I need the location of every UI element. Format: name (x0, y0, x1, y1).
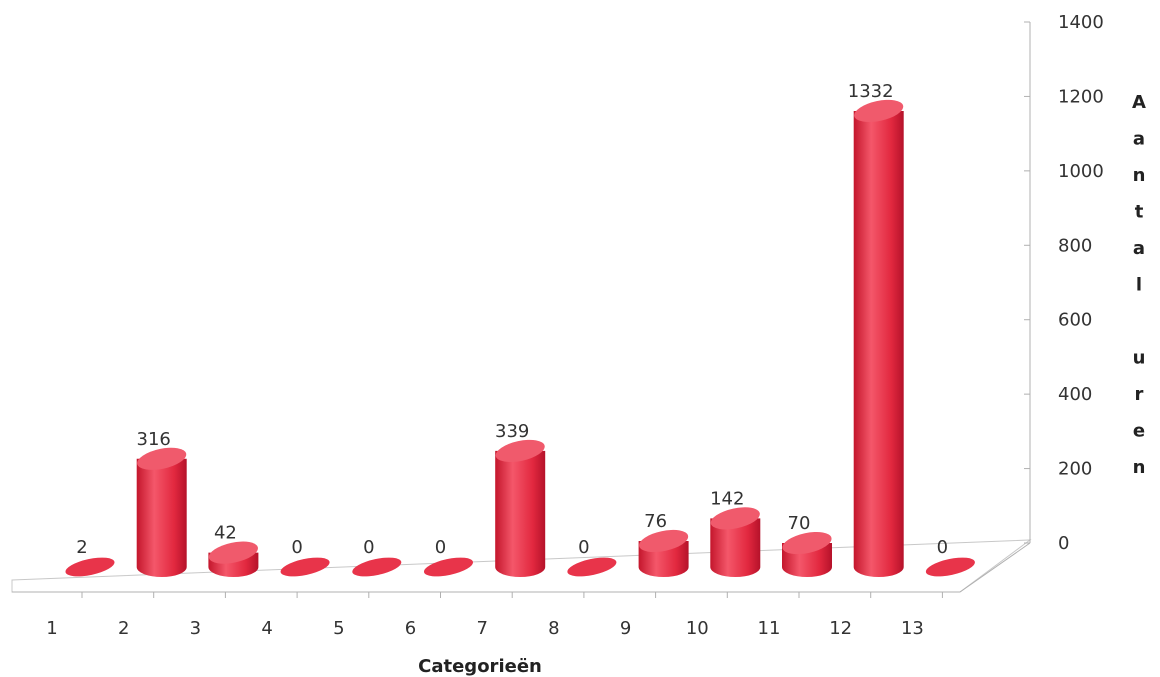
y-tick-label: 600 (1058, 310, 1092, 331)
y-title-letter: n (1133, 165, 1146, 186)
data-label: 142 (710, 488, 744, 509)
bar-13 (925, 557, 975, 577)
x-tick-label: 8 (548, 618, 559, 639)
bar-12 (853, 99, 904, 578)
x-axis: 1 2 3 4 5 6 7 8 9 10 11 12 13 (46, 592, 943, 639)
y-axis: 0 200 400 600 800 1000 1200 1400 (1024, 12, 1104, 554)
x-tick-label: 6 (405, 618, 416, 639)
y-tick-label: 0 (1058, 533, 1069, 554)
data-label: 0 (291, 537, 302, 558)
bar-body (853, 110, 904, 578)
x-tick-label: 2 (118, 618, 129, 639)
bar-flat (65, 557, 115, 577)
y-tick-label: 200 (1058, 459, 1092, 480)
y-tick-label: 1000 (1058, 161, 1104, 182)
bar-flat (925, 557, 975, 577)
bar-top (854, 99, 904, 123)
x-tick-label: 7 (476, 618, 487, 639)
data-label: 2 (76, 537, 87, 558)
x-tick-label: 3 (190, 618, 201, 639)
data-label: 42 (214, 523, 237, 544)
bar-body (136, 458, 187, 577)
bar-2 (136, 447, 187, 577)
bar-top (208, 541, 258, 564)
data-label: 0 (435, 537, 446, 558)
bar-top (710, 507, 760, 530)
y-title-letter: a (1133, 238, 1145, 259)
y-tick-label: 1400 (1058, 12, 1104, 33)
bar-body (710, 518, 761, 577)
bar-11 (782, 531, 832, 577)
y-title-letter: n (1133, 457, 1146, 478)
y-title-letter: u (1133, 348, 1146, 369)
x-tick-label: 5 (333, 618, 344, 639)
data-label: 316 (137, 429, 171, 450)
data-label: 0 (363, 537, 374, 558)
floor-side-line (959, 542, 1031, 593)
bar-9 (638, 529, 689, 577)
x-tick-label: 10 (686, 618, 709, 639)
y-tick-label: 800 (1058, 235, 1092, 256)
bar-top (639, 529, 689, 553)
data-label: 1332 (848, 81, 894, 102)
x-tick-label: 12 (829, 618, 852, 639)
bar-group (65, 99, 975, 578)
bar-8 (567, 557, 617, 577)
y-title-letter: l (1136, 275, 1142, 296)
y-tick-label: 400 (1058, 384, 1092, 405)
bar-6 (423, 557, 474, 577)
x-tick-label: 4 (261, 618, 272, 639)
x-tick-label: 9 (620, 618, 631, 639)
data-label: 0 (578, 537, 589, 558)
bar-flat (280, 557, 330, 577)
bar-3 (208, 541, 259, 577)
y-title-letter: A (1132, 92, 1146, 113)
data-label: 339 (495, 421, 529, 442)
y-title-letter: e (1133, 421, 1145, 442)
bar-4 (280, 557, 330, 577)
bar-top (495, 439, 545, 463)
y-title-letter: r (1135, 384, 1144, 405)
x-axis-title: Categorieën (418, 656, 542, 677)
bar-5 (352, 557, 402, 577)
data-label: 0 (937, 537, 948, 558)
y-title-letter: a (1133, 129, 1145, 150)
bar-flat (352, 557, 402, 577)
bar-1 (65, 557, 115, 577)
data-label-group: 2 316 42 0 0 0 339 0 76 142 70 1332 0 (76, 81, 948, 558)
bar-flat (567, 557, 617, 577)
bar-body (495, 450, 546, 577)
x-tick-label: 11 (758, 618, 781, 639)
bar-10 (710, 507, 761, 577)
bar-flat (423, 557, 474, 577)
data-label: 70 (788, 513, 811, 534)
data-label: 76 (644, 511, 667, 532)
x-tick-label: 13 (901, 618, 924, 639)
bar-top (137, 447, 187, 470)
y-title-letter: t (1135, 202, 1144, 223)
bar-top (782, 531, 832, 555)
bar-7 (495, 439, 546, 577)
y-tick-label: 1200 (1058, 86, 1104, 107)
x-tick-label: 1 (46, 618, 57, 639)
